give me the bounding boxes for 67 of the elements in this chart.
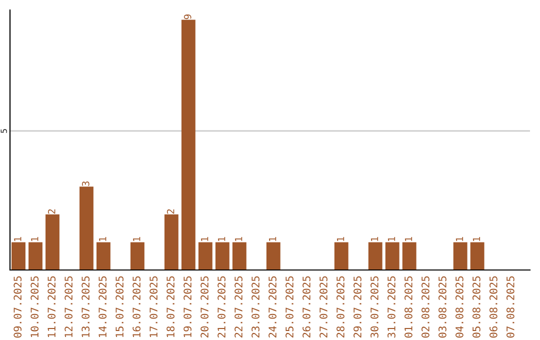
x-tick-label: 17.07.2025	[150, 276, 158, 338]
x-tick-label: 11.07.2025	[48, 276, 56, 338]
data-label: 1	[404, 237, 412, 242]
x-tick-label: 15.07.2025	[116, 276, 124, 338]
data-label: 1	[133, 237, 140, 242]
x-tick-label: 25.07.2025	[286, 276, 294, 338]
x-tick-label: 24.07.2025	[268, 276, 276, 338]
x-tick-label: 16.07.2025	[132, 276, 140, 338]
bar	[334, 242, 348, 270]
data-label: 1	[31, 237, 38, 242]
bar	[164, 214, 178, 270]
bar	[232, 242, 246, 270]
x-tick-label: 05.08.2025	[472, 276, 480, 338]
bar	[453, 242, 468, 270]
data-label: 1	[336, 237, 344, 242]
x-tick-label: 14.07.2025	[98, 276, 107, 338]
x-tick-label: 19.07.2025	[184, 276, 192, 338]
x-tick-label: 18.07.2025	[166, 276, 174, 338]
bar	[368, 242, 382, 270]
bar	[96, 242, 110, 270]
data-label: 1	[370, 237, 378, 242]
x-tick-label: 29.07.2025	[354, 276, 362, 338]
x-tick-label: 22.07.2025	[234, 276, 242, 338]
data-label: 2	[166, 209, 174, 214]
data-label: 1	[14, 237, 22, 242]
x-tick-label: 06.08.2025	[489, 276, 498, 338]
bar	[80, 186, 94, 270]
x-tick-label: 03.08.2025	[438, 276, 446, 338]
x-tick-label: 21.07.2025	[218, 276, 226, 338]
x-tick-label: 13.07.2025	[82, 276, 90, 338]
data-label: 2	[48, 209, 56, 214]
data-label: 1	[472, 237, 480, 242]
x-tick-label: 01.08.2025	[404, 276, 412, 338]
x-tick-label: 04.08.2025	[456, 276, 464, 338]
x-tick-label: 12.07.2025	[64, 276, 73, 338]
bar	[28, 242, 42, 270]
x-tick-label: 23.07.2025	[252, 276, 260, 338]
x-tick-label: 27.07.2025	[320, 276, 328, 338]
x-tick-label: 07.08.2025	[506, 276, 514, 338]
data-label: 1	[388, 237, 396, 242]
bar	[470, 242, 484, 270]
bar	[385, 242, 400, 270]
data-label: 1	[99, 237, 106, 242]
bar	[46, 214, 60, 270]
bar	[215, 242, 230, 270]
data-label: 1	[201, 237, 208, 242]
bar	[198, 242, 212, 270]
x-tick-label: 31.07.2025	[388, 276, 396, 338]
bar	[181, 20, 196, 270]
bar	[266, 242, 280, 270]
data-label: 1	[269, 237, 276, 242]
x-tick-label: 30.07.2025	[370, 276, 378, 338]
data-label: 1	[218, 237, 226, 242]
bar	[12, 242, 26, 270]
bar	[130, 242, 144, 270]
x-tick-label: 02.08.2025	[422, 276, 430, 338]
data-label: 1	[235, 237, 242, 242]
x-tick-label: 10.07.2025	[30, 276, 39, 338]
x-tick-label: 09.07.2025	[14, 276, 22, 338]
y-tick-label: 5	[0, 129, 7, 133]
data-label: 3	[82, 181, 90, 186]
data-label: 1	[456, 237, 464, 242]
data-label: 9	[184, 14, 192, 20]
x-tick-label: 28.07.2025	[336, 276, 344, 338]
x-tick-label: 20.07.2025	[200, 276, 208, 338]
x-tick-label: 26.07.2025	[302, 276, 310, 338]
bar	[402, 242, 416, 270]
